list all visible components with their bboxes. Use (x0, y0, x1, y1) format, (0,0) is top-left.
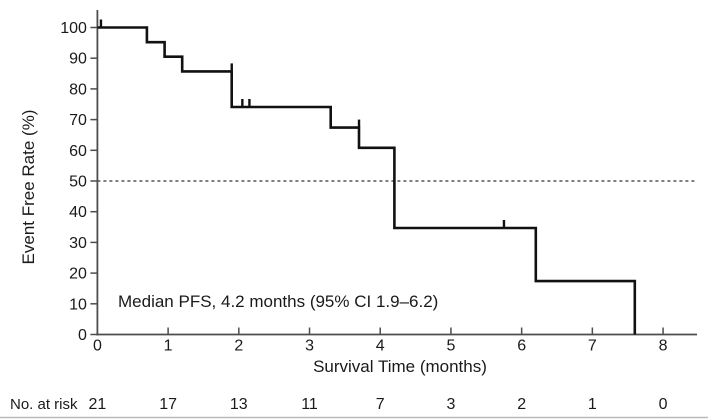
y-tick-label: 20 (69, 266, 87, 283)
at-risk-count: 1 (588, 396, 597, 413)
at-risk-counts-group: 21 17 13 11 7 3 2 1 0 (89, 396, 668, 413)
at-risk-count: 17 (159, 396, 177, 413)
x-tick-label: 1 (164, 338, 173, 355)
at-risk-count: 11 (301, 396, 318, 413)
median-annotation: Median PFS, 4.2 months (95% CI 1.9–6.2) (118, 292, 438, 311)
axes-group (96, 10, 697, 336)
at-risk-count: 3 (446, 396, 455, 413)
y-tick-label: 80 (69, 81, 87, 98)
y-tick-label: 30 (69, 235, 87, 252)
survival-curve-group (97, 26, 637, 335)
y-tick-label: 40 (69, 204, 87, 221)
x-tick-label: 2 (234, 338, 243, 355)
at-risk-count: 7 (376, 396, 385, 413)
y-tick-label: 50 (69, 173, 87, 190)
x-tick-label: 5 (446, 338, 455, 355)
at-risk-count: 0 (659, 396, 668, 413)
x-axis-title: Survival Time (months) (313, 357, 487, 376)
y-tick-label: 10 (69, 296, 87, 313)
at-risk-count: 2 (517, 396, 526, 413)
x-tick-label: 4 (376, 338, 385, 355)
y-axis-title: Event Free Rate (%) (19, 110, 38, 265)
y-tick-label: 90 (69, 51, 87, 68)
ticks-group: 0 10 20 30 40 50 60 70 80 90 100 0 1 2 3 4 5 6 7 8 (60, 20, 667, 355)
x-tick-label: 6 (517, 338, 526, 355)
x-tick-label: 3 (305, 338, 314, 355)
at-risk-count: 13 (230, 396, 248, 413)
survival-curve (97, 26, 637, 335)
censor-marks-group (99, 19, 506, 227)
x-tick-label: 0 (93, 338, 102, 355)
y-tick-label: 70 (69, 112, 87, 129)
at-risk-label: No. at risk (10, 396, 78, 413)
y-tick-label: 0 (78, 327, 87, 344)
y-tick-label: 60 (69, 143, 87, 160)
x-tick-label: 7 (588, 338, 597, 355)
y-tick-label: 100 (60, 20, 87, 37)
at-risk-count: 21 (89, 396, 107, 413)
x-tick-label: 8 (659, 338, 668, 355)
